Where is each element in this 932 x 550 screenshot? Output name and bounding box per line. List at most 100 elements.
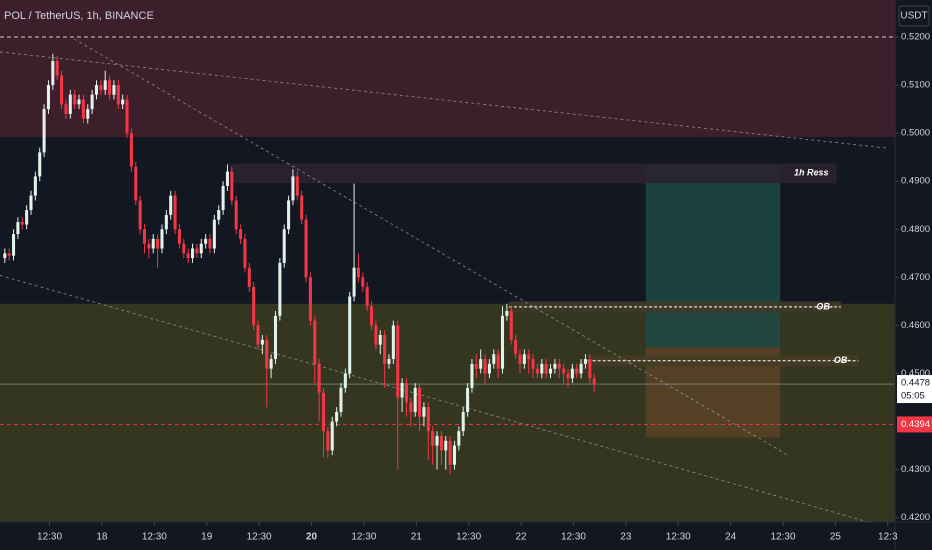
candle-body — [160, 229, 164, 249]
currency-button[interactable] — [898, 5, 930, 27]
plot: 1h Ress OB- OB- — [0, 0, 895, 530]
candle-body — [483, 359, 487, 374]
candle-body — [7, 253, 11, 256]
x-tick-label: 12:30 — [142, 532, 167, 543]
level-label: OB- — [816, 301, 833, 311]
level-tag — [897, 416, 932, 433]
candle-body — [531, 359, 535, 369]
candle-body — [579, 363, 583, 374]
candle-body — [383, 335, 387, 364]
candle-body — [588, 359, 592, 379]
candle-body — [112, 85, 116, 95]
x-tick-label: 12:30 — [37, 532, 62, 543]
level-label: 1h Ress — [794, 168, 829, 178]
candle-body — [426, 407, 430, 432]
candle-body — [492, 354, 496, 364]
candle-body — [287, 200, 291, 230]
x-tick-label: 22 — [516, 532, 528, 543]
candle-body — [361, 277, 365, 287]
candle-body — [3, 253, 7, 259]
candle-body — [16, 222, 20, 235]
candle-body — [509, 310, 513, 340]
candle-body — [25, 210, 29, 225]
candle-body — [243, 238, 247, 268]
candle-body — [479, 359, 483, 369]
y-tick-label: 0.4700 — [901, 272, 930, 283]
candle-body — [142, 229, 147, 244]
candle-body — [256, 325, 260, 345]
candle-body — [99, 85, 103, 90]
candle-body — [177, 229, 181, 244]
currency[interactable]: USDT — [900, 11, 927, 22]
x-tick-label: 23 — [620, 532, 632, 543]
candle-body — [544, 363, 548, 374]
x-tick-label: 20 — [306, 532, 318, 543]
candle-body — [470, 363, 474, 388]
candle-body — [540, 363, 544, 374]
x-tick-label: 24 — [725, 532, 737, 543]
candle-body — [330, 421, 334, 451]
candle-body — [391, 325, 395, 360]
level-label: 0.4394 — [901, 419, 930, 430]
candle-body — [352, 267, 356, 297]
candle-body — [195, 248, 199, 254]
candle-body — [300, 195, 304, 220]
candle-body — [225, 171, 229, 187]
candle-body — [404, 383, 408, 403]
candle-body — [77, 99, 81, 105]
candle-body — [86, 109, 90, 119]
candle-body — [164, 214, 168, 230]
x-tick-label: 19 — [201, 532, 213, 543]
candle-body — [38, 152, 42, 177]
candle-body — [121, 99, 125, 105]
candle-body — [304, 219, 308, 278]
candle-body — [418, 387, 422, 417]
candle-body — [20, 222, 24, 225]
candle-body — [313, 320, 317, 364]
candle-body — [247, 267, 251, 287]
candle-body — [448, 440, 452, 465]
candle-body — [553, 363, 557, 369]
candle-body — [33, 176, 37, 196]
trendline — [0, 51, 887, 149]
candle-body — [339, 387, 343, 412]
x-tick-label: 12:30 — [456, 532, 481, 543]
candle-body — [365, 286, 369, 307]
candle-body — [435, 435, 439, 446]
candle-body — [431, 431, 435, 446]
y-tick-label: 0.4800 — [901, 224, 930, 235]
candle-body — [370, 306, 374, 326]
candle-body — [549, 368, 553, 374]
y-tick-label: 0.4900 — [901, 176, 930, 187]
candle-body — [291, 176, 295, 201]
candle-body — [422, 407, 426, 417]
candle-body — [343, 373, 347, 388]
candle-body — [116, 85, 120, 105]
candle-body — [514, 339, 518, 355]
candle-body — [326, 431, 330, 451]
candle-body — [505, 310, 509, 316]
candle-body — [522, 354, 526, 364]
x-tick-label: 12:30 — [561, 532, 586, 543]
candle-body — [461, 411, 465, 432]
x-tick-label: 18 — [96, 532, 108, 543]
candle-body — [212, 219, 216, 249]
zone — [0, 0, 895, 137]
candle-body — [217, 210, 221, 220]
candle-body — [156, 238, 160, 249]
candle-body — [413, 387, 417, 412]
candle-body — [269, 359, 273, 369]
x-tick-label: 12:30 — [351, 532, 376, 543]
candle-body — [191, 248, 195, 259]
time-axis — [0, 522, 932, 550]
x-tick-label: 21 — [411, 532, 423, 543]
candle-body — [348, 296, 352, 374]
x-tick-label: 12:30 — [771, 532, 796, 543]
candle-body — [182, 243, 186, 254]
candle-body — [265, 339, 269, 369]
candle-body — [204, 238, 208, 244]
candle-body — [221, 186, 225, 211]
candle-body — [439, 435, 443, 451]
candle-body — [208, 238, 212, 249]
candle-body — [73, 94, 77, 105]
